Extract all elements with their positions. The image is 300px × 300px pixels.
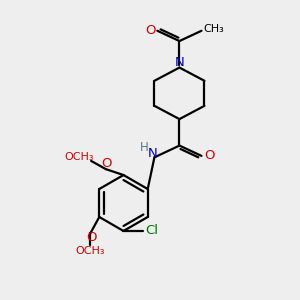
Text: O: O	[101, 157, 112, 170]
Text: OCH₃: OCH₃	[64, 152, 94, 162]
Text: N: N	[148, 147, 158, 160]
Text: O: O	[86, 231, 96, 244]
Text: Cl: Cl	[146, 224, 159, 238]
Text: N: N	[175, 56, 184, 69]
Text: OCH₃: OCH₃	[76, 246, 105, 256]
Text: H: H	[140, 141, 148, 154]
Text: CH₃: CH₃	[203, 24, 224, 34]
Text: O: O	[146, 24, 156, 37]
Text: O: O	[205, 149, 215, 162]
